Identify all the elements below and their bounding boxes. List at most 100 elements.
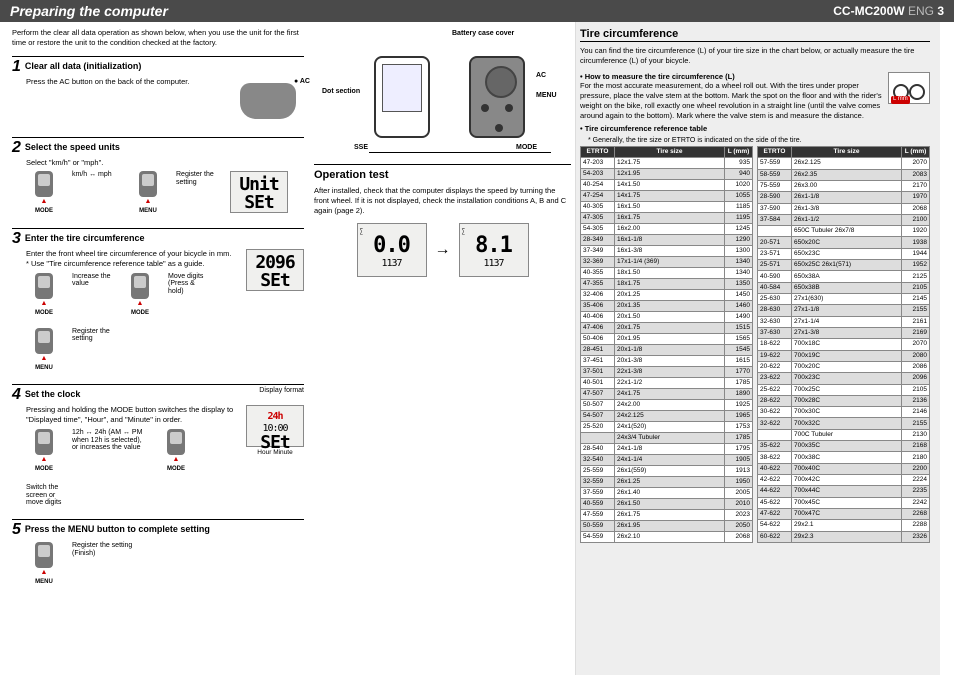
table-row: 54-30516x2.001245 (581, 224, 753, 235)
table-row: 40-50122x1-1/21785 (581, 378, 753, 389)
table-row: 47-20312x1.75935 (581, 158, 753, 169)
table-row: 42-622700x42C2224 (758, 475, 930, 486)
bicycle-icon: L mm (888, 72, 930, 104)
device-front-icon (374, 56, 430, 138)
mode-label: MODE (516, 144, 537, 151)
table-row: 47-50724x1.751890 (581, 389, 753, 400)
table-row: 40-35518x1.501340 (581, 268, 753, 279)
table-row: 38-622700x38C2180 (758, 452, 930, 463)
lcd-display: Unit SEt (230, 171, 288, 213)
table-row: 19-622700x19C2080 (758, 350, 930, 361)
mode-button-switch[interactable]: MODE (158, 429, 194, 474)
table-row: 47-40620x1.751515 (581, 323, 753, 334)
table-row: 650C Tubuler 26x7/81920 (758, 226, 930, 237)
table-row: 28-63027x1-1/82155 (758, 305, 930, 316)
tire-measure-text: For the most accurate measurement, do a … (580, 81, 882, 119)
table-row: 47-30516x1.751195 (581, 213, 753, 224)
table-row: 58-55926x2.352083 (758, 169, 930, 180)
header-right: CC-MC200W ENG 3 (833, 4, 944, 18)
table-row: 45-622700x45C2242 (758, 497, 930, 508)
table-row: 32-55926x1.251950 (581, 477, 753, 488)
step-title: Press the MENU button to complete settin… (25, 524, 210, 534)
lcd-display: 24h 10:00 SEt (246, 405, 304, 447)
table-row: 37-45120x1-3/81615 (581, 356, 753, 367)
table-row: 28-622700x28C2136 (758, 395, 930, 406)
device-diagram: Battery case cover AC MENU Dot section S… (314, 28, 571, 158)
operation-test-section: Operation test After installed, check th… (314, 164, 571, 277)
op-test-body: After installed, check that the computer… (314, 186, 571, 215)
step-num: 5 (12, 522, 21, 538)
mode-button[interactable]: MODE (26, 429, 62, 474)
page-number: 3 (937, 4, 944, 18)
table-row: 54-20312x1.95940 (581, 169, 753, 180)
table-row: 37-55926x1.402005 (581, 488, 753, 499)
table-row: 25-55926x1(559)1913 (581, 466, 753, 477)
table-row: 32-63027x1-1/42161 (758, 316, 930, 327)
lcd-display: 2096 SEt (246, 249, 304, 291)
menu-label: MENU (536, 92, 557, 99)
btn-caption: Register the setting (176, 171, 220, 186)
table-row: 47-622700x47C2268 (758, 508, 930, 519)
table-row: 32-36917x1-1/4 (369)1340 (581, 257, 753, 268)
model-code: CC-MC200W (833, 4, 904, 18)
table-row: 47-25414x1.751055 (581, 191, 753, 202)
table-row: 25-63027x1(630)2145 (758, 294, 930, 305)
col-mid: Battery case cover AC MENU Dot section S… (310, 22, 575, 675)
header-bar: Preparing the computer CC-MC200W ENG 3 (0, 0, 954, 22)
menu-button[interactable]: MENU (26, 328, 62, 373)
table-row: 40-584650x38B2105 (758, 282, 930, 293)
arrow-right-icon: → (435, 241, 451, 259)
table-row: 32-40620x1.251450 (581, 290, 753, 301)
tire-table-right: ETRTO Tire size L (mm) 57-55926x2.125207… (757, 146, 930, 543)
table-row: 37-59026x1-3/82068 (758, 203, 930, 214)
table-row: 37-58426x1-1/22100 (758, 214, 930, 225)
table-row: 20-571650x20C1938 (758, 237, 930, 248)
step-title: Select the speed units (25, 142, 120, 152)
table-row: 75-55926x3.002170 (758, 180, 930, 191)
tire-intro: You can find the tire circumference (L) … (580, 46, 930, 66)
table-row: 50-55926x1.952050 (581, 521, 753, 532)
step-body: Pressing and holding the MODE button swi… (26, 405, 242, 425)
table-row: 700C Tubuler2130 (758, 429, 930, 440)
battery-cover-label: Battery case cover (452, 30, 514, 37)
device-rear-icon: ● AC (232, 77, 304, 125)
table-row: 18-622700x18C2070 (758, 339, 930, 350)
ref-note: * Generally, the tire size or ETRTO is i… (588, 137, 930, 144)
intro-text: Perform the clear all data operation as … (12, 28, 304, 48)
table-row: 25-52024x1(520)1753 (581, 422, 753, 433)
table-row: 30-622700x30C2146 (758, 407, 930, 418)
table-row: 35-40620x1.351460 (581, 301, 753, 312)
tire-tables: ETRTO Tire size L (mm) 47-20312x1.759355… (580, 146, 930, 543)
table-row: 28-45120x1-1/81545 (581, 345, 753, 356)
display-format-label: Display format (259, 387, 304, 394)
table-row: 57-55926x2.1252070 (758, 158, 930, 169)
mode-button[interactable]: MODE (26, 171, 62, 216)
table-row: 60-62229x2.32326 (758, 531, 930, 543)
table-row: 54-55926x2.102068 (581, 532, 753, 543)
table-row: 24x3/4 Tubuler1785 (581, 433, 753, 444)
table-row: 50-40620x1.951565 (581, 334, 753, 345)
table-row: 40-590650x38A2125 (758, 271, 930, 282)
btn-caption: Move digits (Press & hold) (168, 273, 212, 296)
btn-caption: Register the setting (Finish) (72, 542, 152, 557)
table-row: 37-34916x1-3/81300 (581, 246, 753, 257)
table-row: 40-55926x1.502010 (581, 499, 753, 510)
ref-table-heading: Tire circumference reference table (585, 124, 707, 133)
page-body: Perform the clear all data operation as … (0, 22, 954, 675)
btn-caption: Increase the value (72, 273, 112, 288)
step-5: 5 Press the MENU button to complete sett… (12, 519, 304, 587)
step-num: 3 (12, 231, 21, 247)
table-row: 28-59026x1-1/81970 (758, 192, 930, 203)
col-left: Perform the clear all data operation as … (0, 22, 310, 675)
mode-button[interactable]: MODE (26, 273, 62, 318)
device-back-icon (469, 56, 525, 138)
menu-button[interactable]: MENU (26, 542, 62, 587)
table-row: 25-622700x25C2105 (758, 384, 930, 395)
mode-button-hold[interactable]: MODE (122, 273, 158, 318)
step-num: 4 (12, 387, 21, 403)
menu-button[interactable]: MENU (130, 171, 166, 216)
step-num: 1 (12, 59, 21, 75)
btn-caption: Register the setting (72, 328, 112, 343)
step-4: 4 Set the clock Display format Pressing … (12, 384, 304, 506)
table-row: 54-50724x2.1251965 (581, 411, 753, 422)
